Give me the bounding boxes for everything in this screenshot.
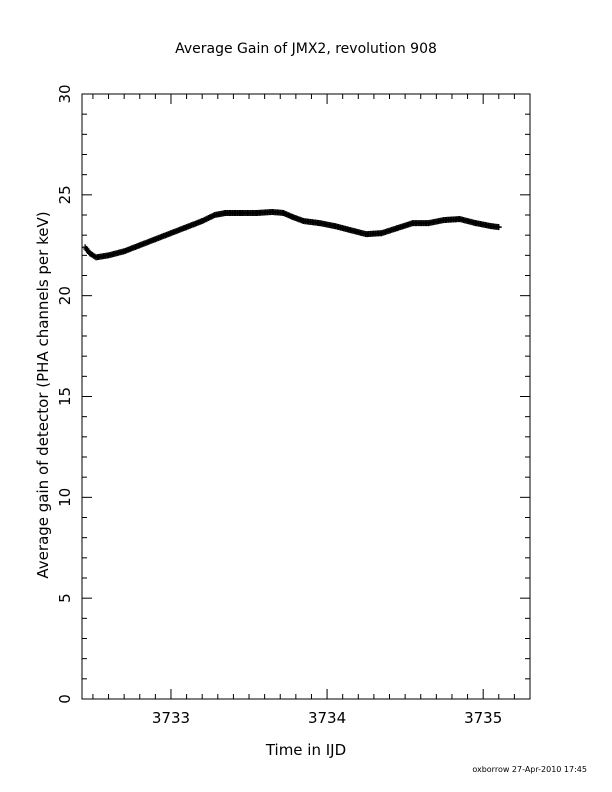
x-tick-labels: 3733 3734 3735 — [152, 709, 502, 727]
y-axis-label: Average gain of detector (PHA channels p… — [34, 211, 52, 578]
plot-frame — [81, 93, 531, 700]
y-tick-labels: 0 5 10 15 20 25 30 — [56, 84, 74, 703]
x-tick-label: 3733 — [152, 709, 190, 727]
data-point — [495, 224, 502, 231]
y-tick-label: 15 — [56, 387, 74, 406]
axes-frame — [81, 93, 531, 700]
axis-ticks — [82, 93, 531, 700]
footer-stamp: oxborrow 27-Apr-2010 17:45 — [472, 765, 587, 774]
x-axis-label: Time in IJD — [265, 741, 346, 759]
data-series — [82, 208, 502, 261]
x-tick-label: 3735 — [464, 709, 502, 727]
y-tick-label: 30 — [56, 84, 74, 103]
y-tick-label: 20 — [56, 286, 74, 305]
y-tick-label: 5 — [56, 593, 74, 603]
y-tick-label: 0 — [56, 694, 74, 704]
x-tick-label: 3734 — [308, 709, 346, 727]
y-tick-label: 25 — [56, 185, 74, 204]
y-tick-label: 10 — [56, 488, 74, 507]
chart-title: Average Gain of JMX2, revolution 908 — [175, 41, 437, 57]
